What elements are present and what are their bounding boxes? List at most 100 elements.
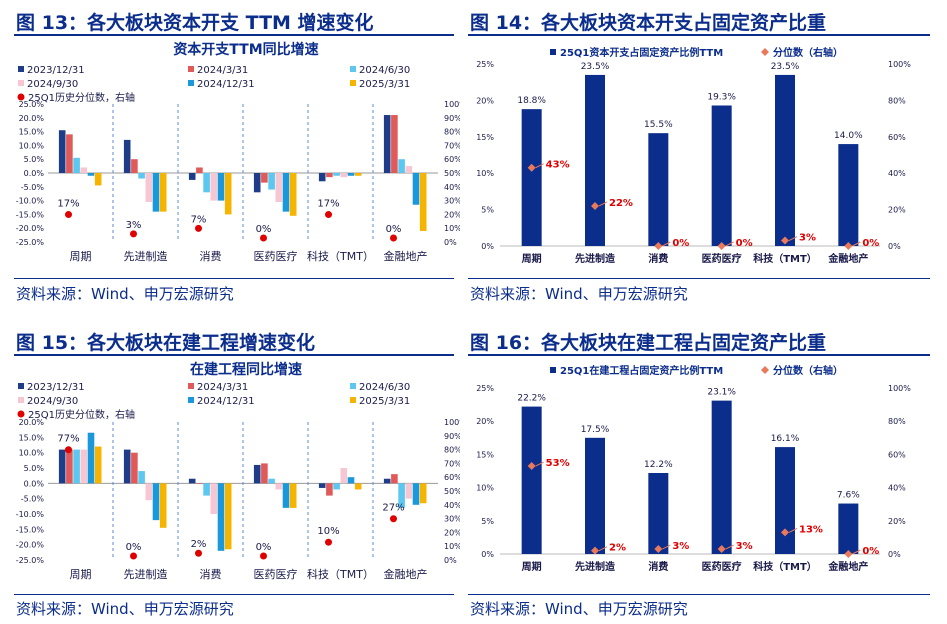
y-tick-label: 15% xyxy=(476,450,494,459)
chart-title: 资本开支TTM同比增速 xyxy=(173,41,318,58)
y-tick-label: 5.0% xyxy=(24,155,45,164)
y-tick-label: 10.0% xyxy=(19,141,45,150)
percentile-leader xyxy=(662,544,671,550)
percentile-marker xyxy=(65,211,72,219)
y2-tick-label: 20% xyxy=(444,210,460,219)
bar xyxy=(398,483,405,508)
bar-value-label: 18.8% xyxy=(517,96,546,106)
bar xyxy=(711,105,732,246)
bar xyxy=(80,167,88,173)
figure-13-source-rule xyxy=(14,278,454,279)
percentile-leader xyxy=(535,461,544,467)
legend-label: 2023/12/31 xyxy=(27,382,85,393)
bar-value-label: 7.6% xyxy=(837,491,860,501)
legend-label: 分位数（右轴） xyxy=(773,46,843,59)
bar xyxy=(159,173,167,212)
bar xyxy=(333,483,340,490)
y2-tick-label: 40% xyxy=(888,484,906,493)
legend-marker xyxy=(761,366,769,374)
percentile-label: 2% xyxy=(191,539,207,550)
y2-tick-label: 40% xyxy=(444,183,460,192)
y2-tick-label: 80% xyxy=(444,128,460,137)
percentile-label: 22% xyxy=(609,198,633,209)
legend-label: 2024/9/30 xyxy=(27,79,78,90)
bar xyxy=(188,478,196,484)
figure-16-source: 资料来源：Wind、申万宏源研究 xyxy=(470,600,688,618)
bar xyxy=(152,483,160,521)
figure-15-title-rule xyxy=(14,354,454,356)
bar xyxy=(347,477,355,484)
bar xyxy=(289,483,297,508)
percentile-marker xyxy=(717,242,726,250)
legend-label: 25Q1历史分位数，右轴 xyxy=(28,408,135,421)
figure-13-chart: 资本开支TTM同比增速 2023/12/31 2024/3/31 2024/6/30 2… xyxy=(16,41,460,263)
legend-label: 2025/3/31 xyxy=(359,396,410,407)
y-tick-label: -10.0% xyxy=(16,197,45,206)
bar xyxy=(217,483,225,551)
bar-value-label: 12.2% xyxy=(644,460,673,470)
legend-swatch xyxy=(350,80,356,86)
percentile-marker xyxy=(65,446,72,454)
y2-tick-label: 0% xyxy=(444,238,457,247)
bar xyxy=(138,471,145,484)
y2-tick-label: 90% xyxy=(444,432,460,441)
y-tick-label: -20.0% xyxy=(16,541,45,550)
bar xyxy=(711,400,732,554)
y-tick-label: -15.0% xyxy=(16,525,45,534)
bar-value-label: 14.0% xyxy=(834,131,863,141)
figure-14-source: 资料来源：Wind、申万宏源研究 xyxy=(470,285,688,303)
figure-14-title: 图 14：各大板块资本开支占固定资产比重 xyxy=(470,12,827,34)
percentile-leader xyxy=(725,241,734,247)
bar xyxy=(289,173,297,216)
percentile-marker xyxy=(195,224,202,232)
y2-tick-label: 90% xyxy=(444,114,460,123)
percentile-marker xyxy=(654,545,663,554)
percentile-label: 3% xyxy=(736,541,753,552)
category-label: 医药医疗 xyxy=(254,249,298,263)
category-label: 医药医疗 xyxy=(254,567,298,581)
category-label: 消费 xyxy=(648,560,668,573)
bar xyxy=(261,463,268,484)
bar xyxy=(253,464,261,484)
bar-value-label: 23.5% xyxy=(771,62,800,72)
category-label: 科技（TMT） xyxy=(307,249,374,263)
legend-swatch xyxy=(18,66,24,72)
bar xyxy=(87,173,95,176)
percentile-leader xyxy=(598,546,608,552)
bar xyxy=(391,474,398,484)
legend-swatch xyxy=(550,367,556,373)
bar xyxy=(419,483,427,504)
percentile-label: 0% xyxy=(862,546,879,557)
legend-swatch xyxy=(188,80,194,86)
legend-swatch xyxy=(18,397,24,403)
bar xyxy=(326,483,333,496)
percentile-label: 43% xyxy=(546,160,570,171)
percentile-leader xyxy=(535,163,544,169)
bar xyxy=(87,432,95,484)
y2-tick-label: 30% xyxy=(444,197,460,206)
figure-16-title-rule xyxy=(468,354,930,356)
legend-swatch xyxy=(188,397,194,403)
bar xyxy=(318,173,326,182)
y2-tick-label: 60% xyxy=(444,473,460,482)
bar xyxy=(585,74,605,246)
bar xyxy=(318,483,326,488)
legend-label: 2024/3/31 xyxy=(197,65,248,76)
bar-value-label: 23.5% xyxy=(581,62,610,72)
legend-swatch xyxy=(350,66,356,72)
y2-tick-label: 50% xyxy=(444,487,460,496)
bar xyxy=(419,173,427,231)
y2-tick-label: 20% xyxy=(444,528,460,537)
percentile-marker xyxy=(844,242,853,250)
bar xyxy=(224,483,232,550)
percentile-marker xyxy=(527,462,536,471)
bar xyxy=(275,173,283,202)
figure-13-source: 资料来源：Wind、申万宏源研究 xyxy=(16,285,234,303)
y2-tick-label: 100% xyxy=(888,384,911,393)
y-tick-label: 10.0% xyxy=(19,449,45,458)
figure-16-source-rule xyxy=(468,594,930,595)
percentile-label: 27% xyxy=(382,503,404,514)
bar xyxy=(775,74,795,246)
y-tick-label: 25% xyxy=(476,384,494,393)
bar xyxy=(210,173,218,201)
